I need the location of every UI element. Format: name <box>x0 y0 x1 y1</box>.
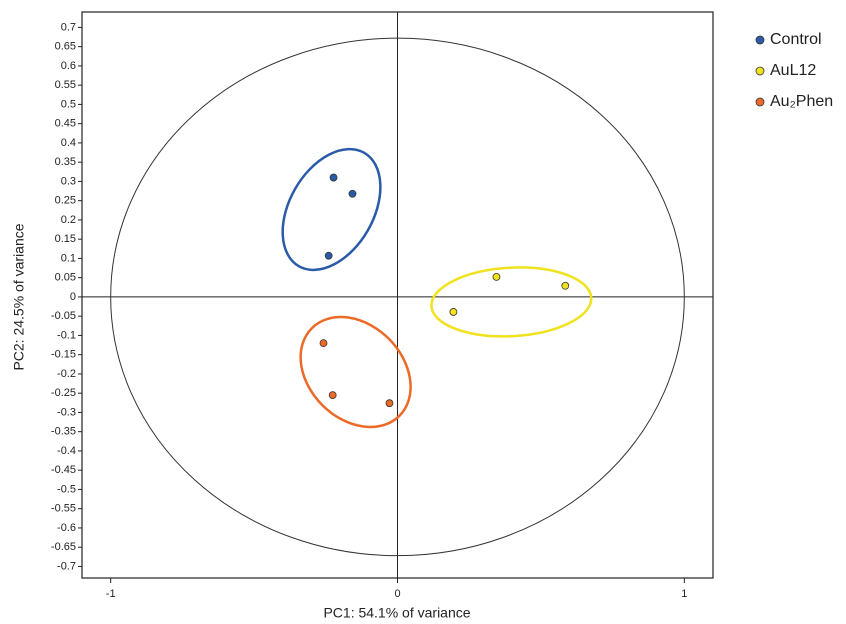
correlation-circle <box>110 37 685 557</box>
y-tick-label: -0.35 <box>51 426 76 438</box>
y-tick-label: -0.7 <box>57 560 76 572</box>
legend-marker <box>755 97 765 107</box>
y-tick-label: 0.5 <box>61 98 76 110</box>
y-tick-label: -0.3 <box>57 406 76 418</box>
y-tick-label: -0.4 <box>57 445 76 457</box>
y-tick-label: -0.05 <box>51 310 76 322</box>
y-tick-label: 0.2 <box>61 214 76 226</box>
y-tick-label: 0.55 <box>55 79 76 91</box>
y-tick-label: -0.55 <box>51 503 76 515</box>
data-point <box>328 391 337 400</box>
y-tick-label: -0.65 <box>51 541 76 553</box>
x-axis-label: PC1: 54.1% of variance <box>323 605 470 621</box>
data-point <box>385 399 394 408</box>
y-tick-label: -0.5 <box>57 483 76 495</box>
y-tick-label: 0 <box>70 291 76 303</box>
y-tick-label: 0.4 <box>61 137 76 149</box>
x-tick-label: -1 <box>106 588 116 600</box>
y-axis-label: PC2: 24.5% of variance <box>11 223 27 370</box>
y-tick-label: -0.45 <box>51 464 76 476</box>
y-tick-label: 0.65 <box>55 41 76 53</box>
y-tick-label: 0.3 <box>61 175 76 187</box>
x-tick-label: 1 <box>681 588 687 600</box>
y-tick-label: -0.2 <box>57 368 76 380</box>
x-tick-label: 0 <box>394 588 400 600</box>
legend-marker <box>755 66 765 76</box>
y-tick-label: -0.15 <box>51 349 76 361</box>
data-point <box>329 173 338 182</box>
confidence-ellipse <box>299 315 412 429</box>
data-point <box>449 308 458 316</box>
y-tick-label: -0.6 <box>57 522 76 534</box>
confidence-ellipse <box>281 147 382 272</box>
y-tick-label: -0.1 <box>57 329 76 341</box>
data-point <box>324 251 333 260</box>
y-tick-label: 0.25 <box>55 195 76 207</box>
y-tick-label: 0.45 <box>55 118 76 130</box>
legend-label: Au₂Phen <box>770 93 833 110</box>
y-tick-label: 0.7 <box>61 21 76 33</box>
legend-marker <box>755 35 765 45</box>
y-tick-label: -0.25 <box>51 387 76 399</box>
y-tick-label: 0.1 <box>61 252 76 264</box>
data-point <box>561 281 570 290</box>
y-tick-label: 0.35 <box>55 156 76 168</box>
data-point <box>492 273 501 281</box>
confidence-ellipse <box>430 266 593 338</box>
y-tick-label: 0.05 <box>55 272 76 284</box>
y-tick-label: 0.15 <box>55 233 76 245</box>
legend-label: Control <box>770 31 822 48</box>
legend-label: AuL12 <box>770 62 816 79</box>
y-tick-label: 0.6 <box>61 60 76 72</box>
data-point <box>348 189 357 198</box>
data-point <box>319 339 328 348</box>
